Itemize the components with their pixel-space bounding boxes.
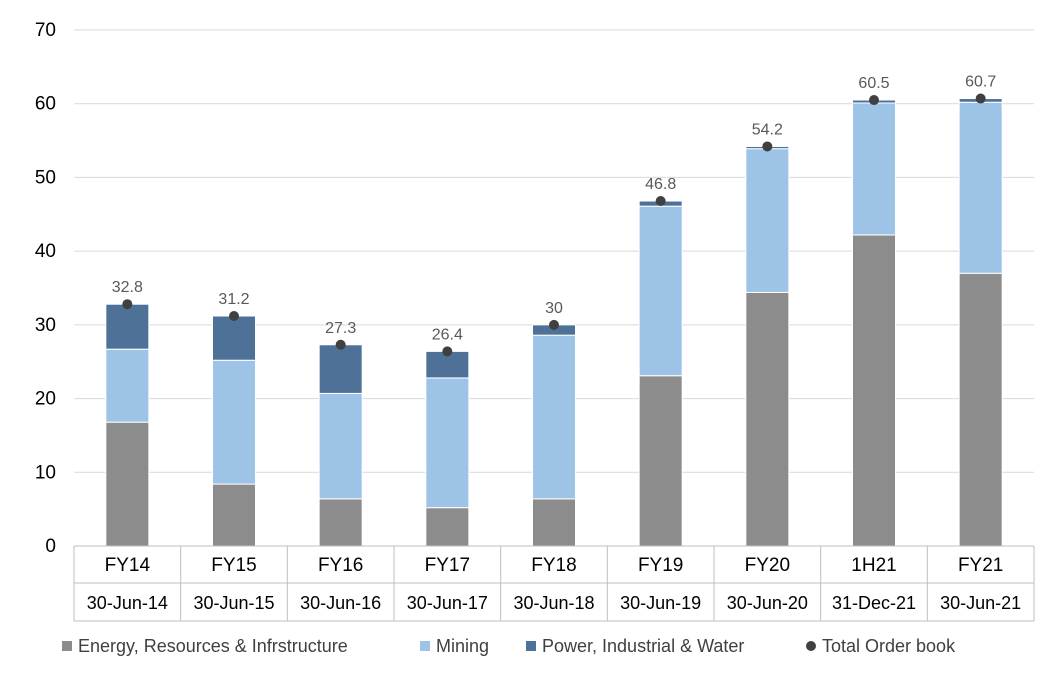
x-date-label: 31-Dec-21	[832, 593, 916, 613]
bar-segment	[852, 102, 896, 236]
bar-segment	[638, 375, 683, 547]
bar-segment	[105, 421, 150, 547]
x-category-label: FY21	[958, 555, 1003, 576]
x-date-label: 30-Jun-21	[940, 593, 1021, 613]
y-tick-label: 70	[35, 20, 56, 41]
legend-label: Energy, Resources & Infrstructure	[78, 636, 348, 656]
legend-label: Power, Industrial & Water	[542, 636, 744, 656]
x-category-label: FY16	[318, 555, 363, 576]
bar-segment	[105, 348, 150, 423]
total-data-label: 26.4	[432, 326, 463, 343]
bars	[105, 98, 1003, 547]
x-date-label: 30-Jun-15	[193, 593, 274, 613]
total-marker	[549, 319, 559, 330]
total-marker	[442, 346, 453, 357]
total-data-label: 46.8	[645, 176, 676, 193]
bar-segment	[212, 315, 256, 361]
x-category-label: 1H21	[851, 555, 896, 576]
bar-segment	[745, 148, 790, 293]
bar-segment	[958, 272, 1003, 547]
total-markers: 32.8 31.2 27.3 26.4 30 46.8 54.2 60.5 60.7	[112, 74, 996, 357]
y-tick-label: 0	[45, 536, 56, 557]
category-table: FY14 30-Jun-14 FY15 30-Jun-15 FY16 30-Jun-16 F…	[73, 545, 1035, 622]
bar-segment	[852, 234, 896, 547]
bar-segment	[425, 507, 470, 547]
x-date-label: 30-Jun-17	[407, 593, 488, 613]
y-tick-label: 20	[35, 389, 56, 410]
x-category-label: FY18	[531, 555, 576, 576]
bar-segment	[318, 344, 363, 394]
total-marker	[975, 93, 986, 104]
x-category-label: FY19	[638, 555, 683, 576]
total-marker	[122, 299, 133, 310]
total-marker	[655, 196, 666, 207]
x-category-label: FY14	[105, 555, 151, 576]
y-tick-label: 60	[35, 94, 56, 115]
legend-label: Total Order book	[822, 636, 956, 656]
y-tick-label: 50	[35, 167, 56, 188]
total-marker	[229, 311, 239, 322]
x-date-label: 30-Jun-14	[87, 593, 168, 613]
bar-segment	[958, 101, 1003, 274]
y-tick-label: 10	[35, 462, 56, 483]
x-category-label: FY15	[211, 555, 256, 576]
total-marker	[335, 339, 346, 350]
total-data-label: 30	[545, 300, 563, 317]
x-category-label: FY20	[745, 555, 790, 576]
total-data-label: 60.7	[965, 74, 996, 91]
total-marker	[869, 95, 879, 106]
legend-label: Mining	[436, 636, 489, 656]
bar-segment	[212, 359, 256, 485]
bar-segment	[532, 498, 576, 547]
total-data-label: 54.2	[752, 121, 783, 138]
bar-segment	[212, 483, 256, 547]
y-axis-ticks: 0 10 20 30 40 50 60 70	[35, 20, 56, 557]
y-tick-label: 30	[35, 315, 56, 336]
legend-swatch	[62, 641, 72, 651]
bar-segment	[318, 498, 363, 547]
total-marker	[762, 141, 773, 152]
total-data-label: 60.5	[858, 75, 889, 92]
bar-segment	[318, 392, 363, 500]
bar-segment	[745, 291, 790, 547]
x-date-label: 30-Jun-20	[727, 593, 808, 613]
bar-segment	[425, 377, 470, 509]
legend-marker	[806, 641, 816, 651]
x-date-label: 30-Jun-19	[620, 593, 701, 613]
total-data-label: 27.3	[325, 320, 356, 337]
legend-swatch	[526, 641, 536, 651]
bar-segment	[532, 334, 576, 500]
bar-segment	[105, 303, 150, 350]
y-tick-label: 40	[35, 241, 56, 262]
legend: Energy, Resources & Infrstructure Mining P…	[62, 636, 956, 656]
total-data-label: 31.2	[218, 291, 249, 308]
total-data-label: 32.8	[112, 279, 143, 296]
x-date-label: 30-Jun-18	[513, 593, 594, 613]
x-category-label: FY17	[425, 555, 470, 576]
bar-segment	[638, 205, 683, 377]
legend-swatch	[420, 641, 430, 651]
x-date-label: 30-Jun-16	[300, 593, 381, 613]
